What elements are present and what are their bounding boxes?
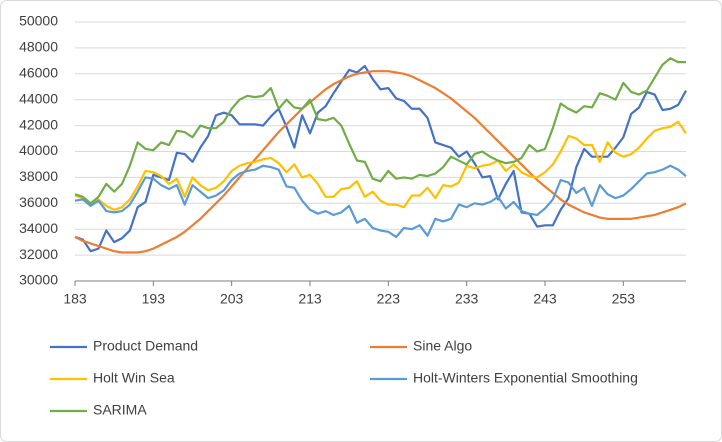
x-tick-label: 233 — [455, 291, 479, 307]
series-line — [74, 57, 686, 205]
x-tick-label: 203 — [220, 291, 244, 307]
legend-label: Sine Algo — [413, 338, 472, 354]
x-tick-label: 183 — [63, 291, 87, 307]
y-tick-label: 40000 — [19, 142, 58, 158]
x-tick-label: 253 — [612, 291, 636, 307]
x-tick-label: 193 — [142, 291, 166, 307]
y-tick-label: 38000 — [19, 168, 58, 184]
y-tick-label: 30000 — [19, 272, 58, 288]
y-tick-label: 50000 — [19, 13, 58, 29]
x-tick-label: 213 — [298, 291, 322, 307]
series-line — [74, 164, 687, 239]
series-line — [74, 120, 687, 211]
legend-label: Product Demand — [93, 338, 198, 354]
x-tick-label: 243 — [533, 291, 557, 307]
x-tick-label: 223 — [377, 291, 401, 307]
y-tick-label: 32000 — [19, 246, 58, 262]
y-tick-label: 36000 — [19, 194, 58, 210]
y-tick-label: 44000 — [19, 90, 58, 106]
series-line — [74, 64, 687, 253]
y-tick-label: 34000 — [19, 220, 58, 236]
legend-label: Holt Win Sea — [93, 370, 175, 386]
series-line — [74, 70, 687, 254]
y-tick-label: 42000 — [19, 116, 58, 132]
y-tick-label: 48000 — [19, 39, 58, 55]
y-tick-label: 46000 — [19, 65, 58, 81]
legend-label: SARIMA — [93, 402, 147, 418]
legend-label: Holt-Winters Exponential Smoothing — [413, 370, 638, 386]
